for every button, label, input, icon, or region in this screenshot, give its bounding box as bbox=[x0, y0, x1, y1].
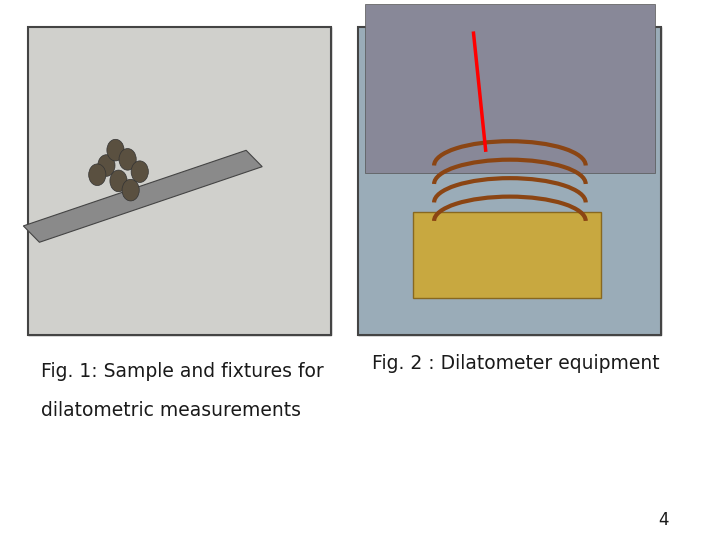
Text: dilatometric measurements: dilatometric measurements bbox=[41, 401, 302, 420]
Text: 4: 4 bbox=[658, 511, 668, 529]
FancyBboxPatch shape bbox=[27, 27, 330, 335]
Ellipse shape bbox=[122, 179, 139, 201]
Text: Fig. 1: Sample and fixtures for: Fig. 1: Sample and fixtures for bbox=[41, 362, 324, 381]
Text: Fig. 2 : Dilatometer equipment: Fig. 2 : Dilatometer equipment bbox=[372, 354, 660, 373]
Ellipse shape bbox=[107, 139, 124, 161]
Ellipse shape bbox=[119, 148, 136, 170]
Ellipse shape bbox=[98, 154, 115, 176]
Polygon shape bbox=[23, 150, 262, 242]
FancyBboxPatch shape bbox=[413, 212, 601, 298]
FancyBboxPatch shape bbox=[359, 27, 662, 335]
FancyBboxPatch shape bbox=[359, 27, 662, 335]
Ellipse shape bbox=[131, 161, 148, 183]
Ellipse shape bbox=[110, 170, 127, 192]
Ellipse shape bbox=[89, 164, 106, 186]
FancyBboxPatch shape bbox=[365, 3, 654, 173]
FancyBboxPatch shape bbox=[27, 27, 330, 335]
